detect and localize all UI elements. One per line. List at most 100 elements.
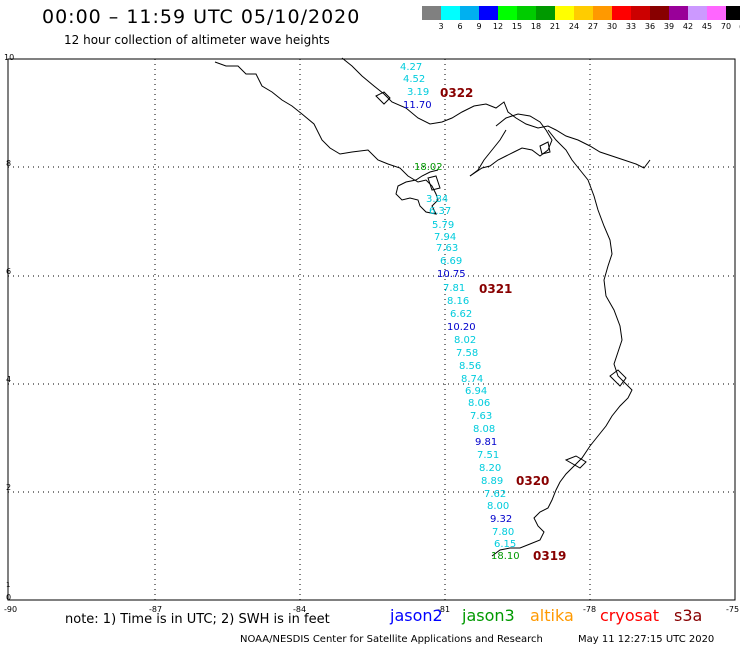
y-tick-label: 1: [6, 581, 10, 589]
legend-color-cell: [707, 6, 726, 20]
legend-color-cell: [688, 6, 707, 20]
swh-value: 8.00: [487, 501, 509, 512]
x-tick-label: -78: [583, 605, 596, 614]
pass-time-label: 0320: [516, 474, 549, 488]
swh-value: 18.10: [491, 551, 520, 562]
legend-color-cell: [498, 6, 517, 20]
swh-value: 8.56: [459, 361, 481, 372]
legend-s3a: s3a: [674, 606, 702, 625]
satellite-name: jason2: [390, 606, 443, 625]
swh-value: 6.15: [494, 539, 516, 550]
swh-value: 5.79: [432, 220, 454, 231]
satellite-name: jason3: [462, 606, 515, 625]
swh-value: 9.81: [475, 437, 497, 448]
legend-value-label: 70: [720, 22, 732, 31]
satellite-name: cryosat: [600, 606, 660, 625]
axis-labels: -90 -87 -84 -81 -78 -75 0 2 4 6 8 10 1: [4, 53, 739, 614]
legend-color-cell: [479, 6, 498, 20]
legend-color-cell: [631, 6, 650, 20]
swh-value: 7.63: [470, 411, 492, 422]
legend-value-label: 15: [511, 22, 523, 31]
x-tick-label: -90: [4, 605, 17, 614]
legend-color-cell: [612, 6, 631, 20]
swh-value: 4.27: [400, 62, 422, 73]
timestamp-text: May 11 12:27:15 UTC 2020: [578, 634, 715, 645]
legend-value-label: 39: [663, 22, 675, 31]
swh-value: 6.62: [450, 309, 472, 320]
legend-color-cell: [669, 6, 688, 20]
y-tick-label: 10: [4, 53, 14, 62]
swh-value: 7.58: [456, 348, 478, 359]
swh-value: 9.32: [490, 514, 512, 525]
swh-value: 7.94: [434, 232, 456, 243]
swh-value: 7.51: [477, 450, 499, 461]
legend-cryosat: cryosat: [600, 606, 659, 625]
legend-value-label: 42: [682, 22, 694, 31]
swh-value: 3.19: [407, 87, 429, 98]
satellite-name: s3a: [674, 606, 703, 625]
swh-value: 6.69: [440, 256, 462, 267]
swh-value: 8.74: [461, 374, 483, 385]
coastline: [214, 57, 651, 557]
pass-time-labels: 0322 0321 0320 0319: [440, 86, 566, 563]
satellite-name: altika: [530, 606, 574, 625]
legend-value-label: 6: [457, 22, 463, 31]
swh-value: 8.89: [481, 476, 503, 487]
swh-value: 7.80: [492, 527, 514, 538]
x-tick-label: -84: [293, 605, 306, 614]
x-tick-label: -81: [437, 605, 450, 614]
legend-color-cell: [555, 6, 574, 20]
legend-value-label: 36: [644, 22, 656, 31]
legend-jason3: jason3: [462, 606, 515, 625]
legend-color-cell: [574, 6, 593, 20]
map-title: 00:00 – 11:59 UTC 05/10/2020: [42, 6, 361, 28]
swh-value: 8.20: [479, 463, 501, 474]
y-tick-label: 0: [6, 593, 11, 602]
legend-color-cell: [441, 6, 460, 20]
map-grid: [8, 59, 735, 600]
swh-value: 4.52: [403, 74, 425, 85]
legend-value-label: 45: [701, 22, 713, 31]
swh-value: 8.08: [473, 424, 495, 435]
legend-value-label: (ft): [739, 22, 740, 31]
y-tick-label: 6: [6, 267, 11, 276]
note-text: note: 1) Time is in UTC; 2) SWH is in fe…: [65, 612, 330, 627]
legend-color-cell: [593, 6, 612, 20]
swh-value: 7.81: [443, 283, 465, 294]
swh-value: 3.84: [426, 194, 448, 205]
color-scale-legend: [422, 6, 740, 20]
swh-value: 6.94: [465, 386, 487, 397]
pass-time-label: 0321: [479, 282, 512, 296]
y-tick-label: 4: [6, 375, 11, 384]
swh-value: 8.06: [468, 398, 490, 409]
credit-text: NOAA/NESDIS Center for Satellite Applica…: [240, 634, 543, 645]
legend-color-cell: [517, 6, 536, 20]
legend-color-cell: [536, 6, 555, 20]
legend-value-label: 9: [476, 22, 482, 31]
legend-color-cell: [422, 6, 441, 20]
swh-value: 7.62: [484, 489, 506, 500]
legend-color-cell: [650, 6, 669, 20]
legend-altika: altika: [530, 606, 574, 625]
map-subtitle: 12 hour collection of altimeter wave hei…: [64, 33, 330, 47]
legend-value-label: 30: [606, 22, 618, 31]
y-tick-label: 2: [6, 483, 11, 492]
legend-color-cell: [726, 6, 740, 20]
legend-color-cell: [460, 6, 479, 20]
legend-value-label: 24: [568, 22, 580, 31]
swh-readings: 4.274.523.1911.7018.023.846.375.797.947.…: [400, 62, 520, 562]
map-frame: [7, 58, 736, 601]
swh-value: 11.70: [403, 100, 432, 111]
swh-value: 6.37: [429, 206, 451, 217]
swh-value: 18.02: [414, 162, 443, 173]
pass-time-label: 0322: [440, 86, 473, 100]
legend-value-label: 12: [492, 22, 504, 31]
x-tick-label: -75: [726, 605, 739, 614]
legend-value-label: 21: [549, 22, 561, 31]
legend-value-label: 27: [587, 22, 599, 31]
legend-value-label: 18: [530, 22, 542, 31]
swh-value: 7.63: [436, 243, 458, 254]
swh-value: 10.75: [437, 269, 466, 280]
